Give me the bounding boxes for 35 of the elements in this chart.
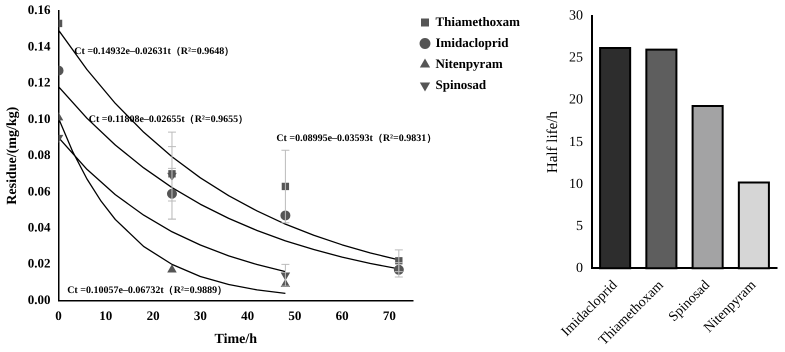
legend-label: Imidacloprid	[436, 34, 510, 50]
y-tick-label: 5	[576, 218, 583, 234]
y-tick-label: 0	[576, 260, 583, 276]
y-tick-label: 0.12	[28, 74, 51, 90]
y-tick-label: 15	[569, 134, 583, 150]
y-tick-label: 20	[569, 92, 583, 108]
legend-label: Nitenpyram	[436, 56, 503, 71]
y-axis-title: Residue/(mg/kg)	[5, 106, 20, 205]
x-tick-label: 10	[99, 308, 112, 323]
x-tick-label: 60	[336, 308, 349, 323]
y-axis-title: Half life/h	[544, 110, 561, 174]
y-tick-label: 0.10	[28, 110, 51, 126]
y-tick-label: 0.08	[28, 147, 52, 162]
x-axis-title: Time/h	[214, 332, 258, 348]
x-tick-label: 50	[288, 308, 302, 323]
annotation: Ct =0.10057e–0.06732t（R²=0.9889）	[67, 285, 228, 296]
y-tick-label: 0.02	[28, 256, 51, 271]
y-tick-label: 0.16	[28, 2, 52, 18]
legend-label: Spinosad	[436, 76, 487, 92]
legend-label: Thiamethoxam	[436, 14, 520, 29]
y-tick-label: 0.06	[28, 183, 52, 198]
y-tick-label: 0.00	[28, 292, 51, 307]
x-tick-label: 30	[194, 308, 207, 323]
x-tick-label: 0	[55, 308, 62, 323]
annotation: Ct =0.08995e–0.03593t（R²=0.9831）	[276, 132, 436, 144]
x-tick-label: 40	[241, 308, 254, 323]
x-tick-label: 20	[146, 308, 160, 323]
y-tick-label: 30	[569, 8, 583, 24]
annotation: Ct =0.14932e–0.02631t（R²=0.9648）	[74, 46, 234, 57]
y-tick-label: 10	[569, 176, 583, 192]
y-tick-label: 0.14	[28, 38, 52, 54]
point	[168, 264, 176, 273]
y-tick-label: 0.04	[28, 220, 52, 235]
y-tick-label: 25	[569, 50, 583, 66]
x-tick-label: 70	[382, 308, 396, 323]
